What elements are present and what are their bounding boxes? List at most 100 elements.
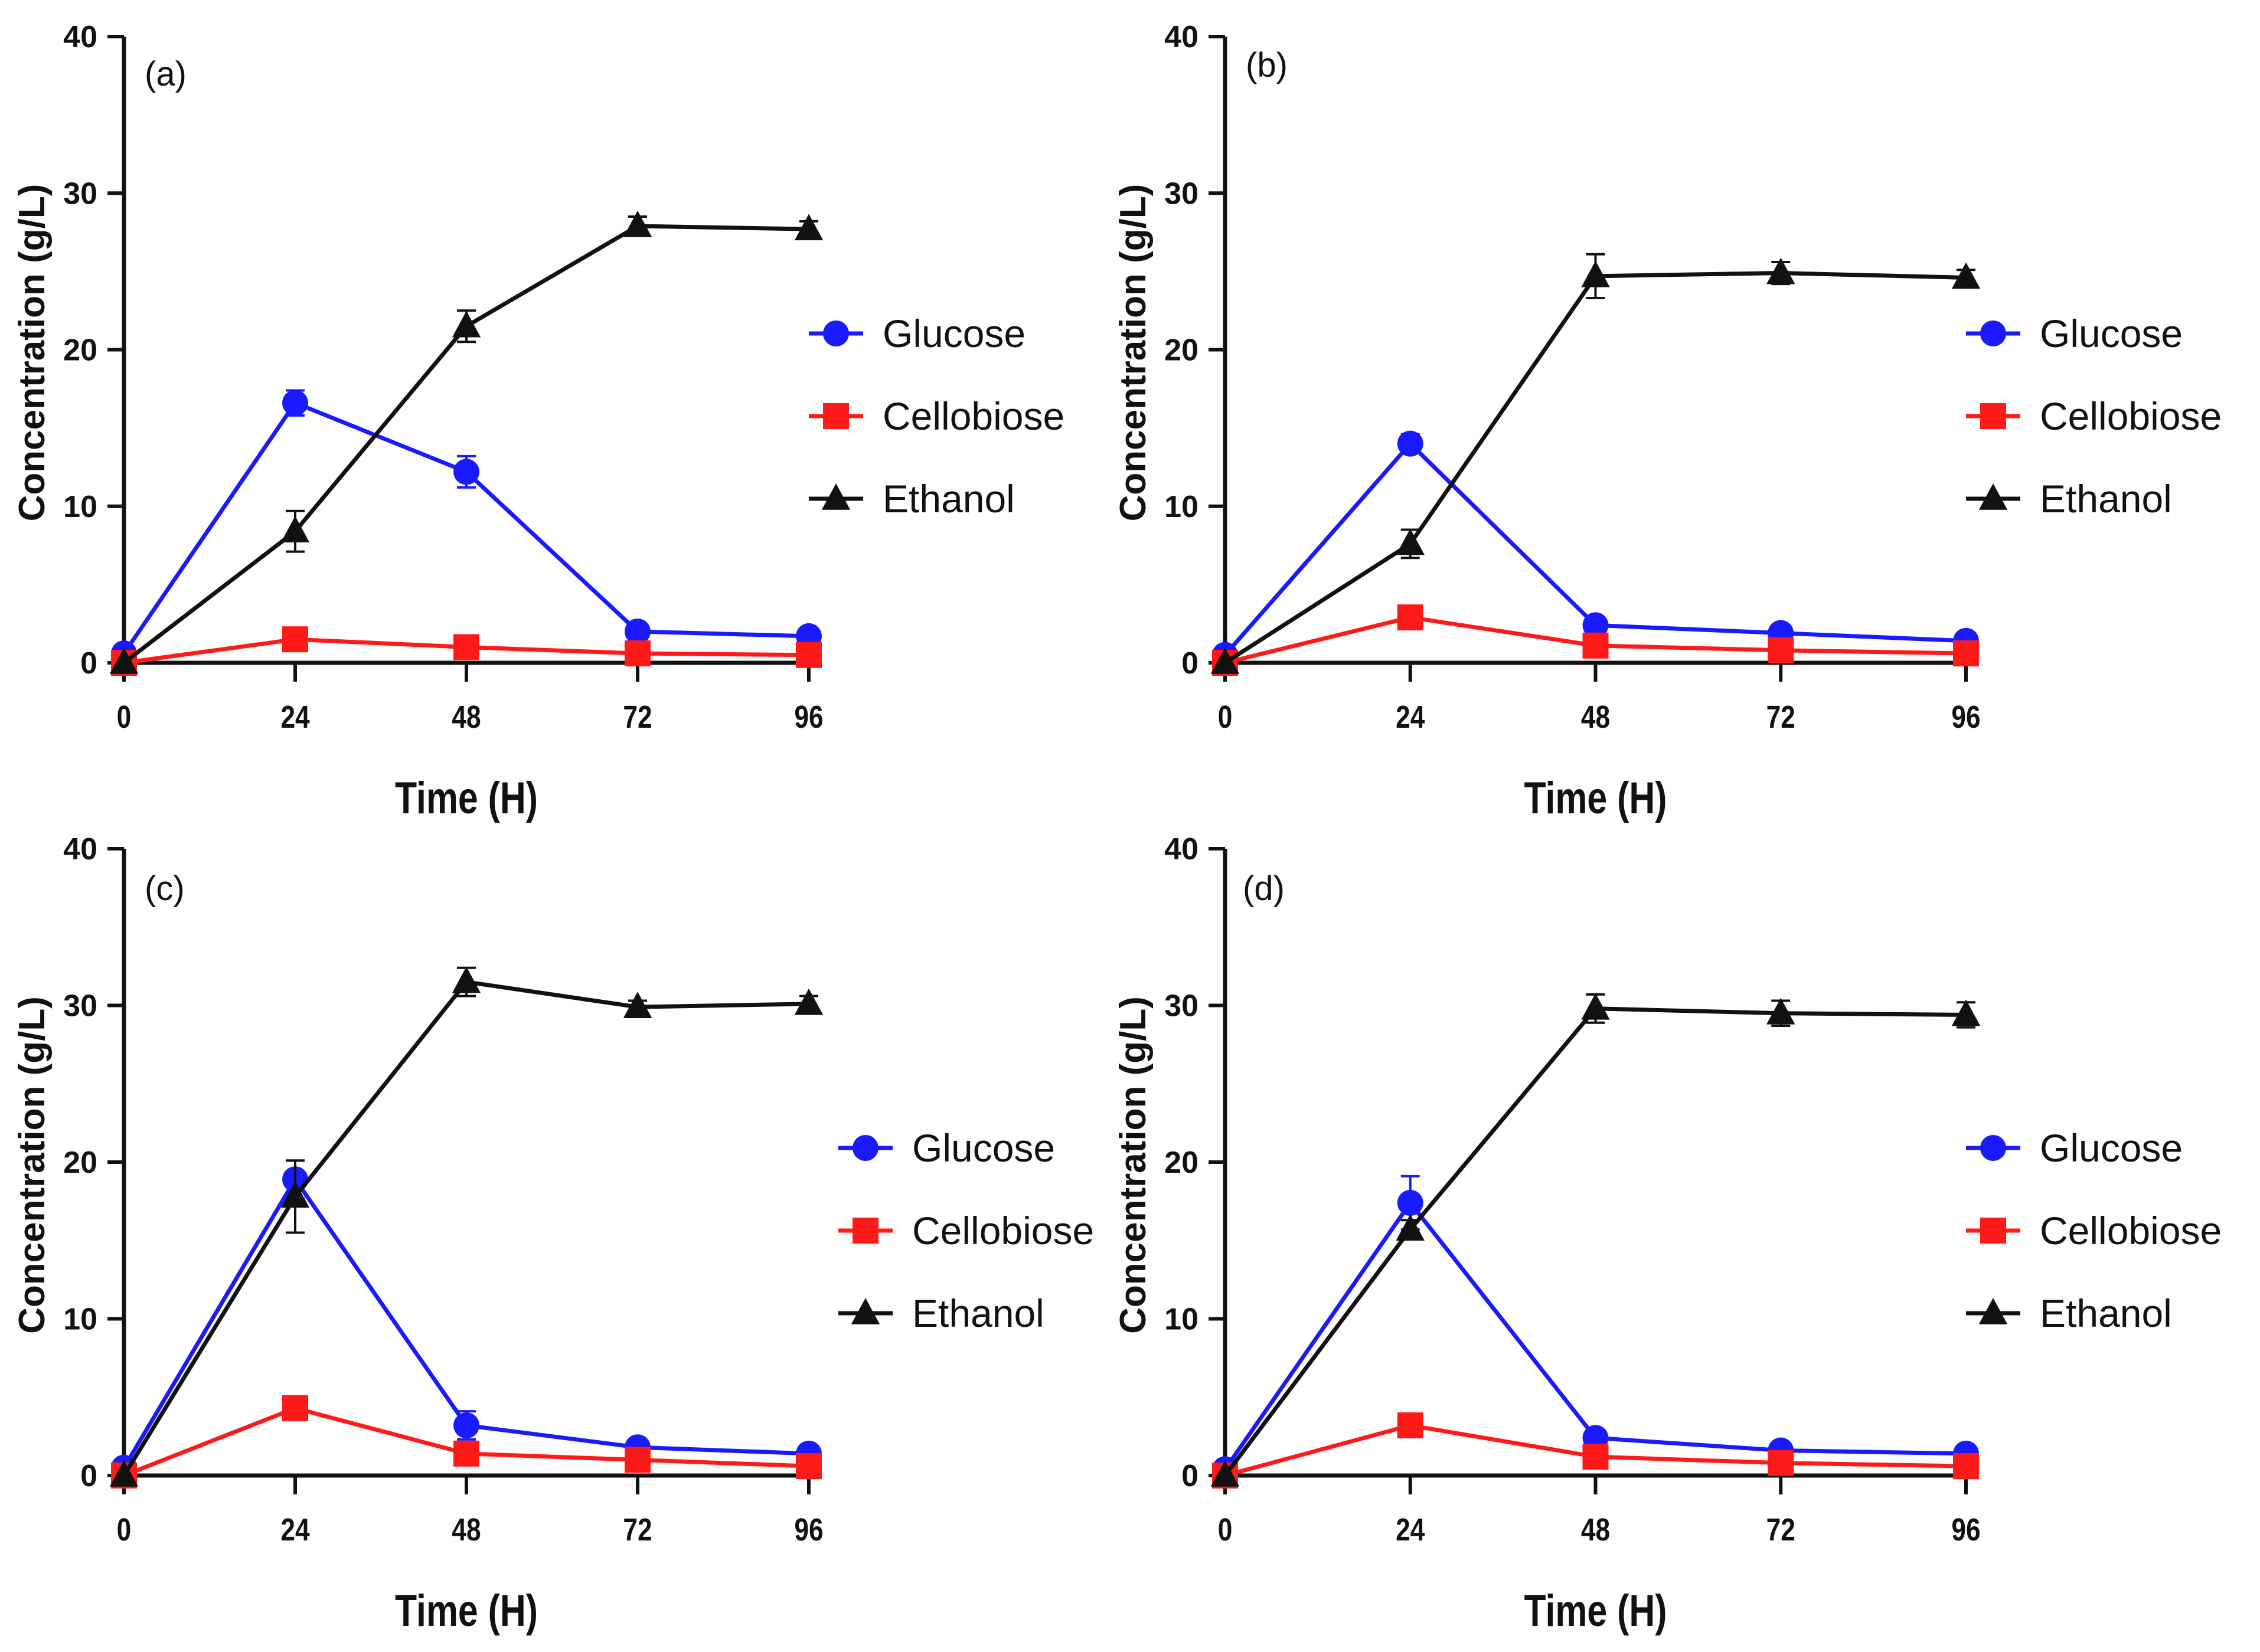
x-tick-label: 48: [452, 1512, 481, 1548]
x-tick-label: 72: [1766, 699, 1795, 735]
data-point: [1581, 993, 1610, 1020]
x-tick-label: 72: [1766, 1512, 1795, 1548]
data-point: [794, 988, 824, 1015]
data-point: [1766, 997, 1795, 1025]
legend-marker: [823, 320, 849, 346]
series-ethanol: [109, 966, 824, 1487]
legend-label: Glucose: [883, 312, 1026, 355]
x-tick-label: 24: [280, 1512, 310, 1548]
y-tick-label: 0: [80, 1459, 97, 1493]
legend-marker: [1980, 1218, 2006, 1244]
data-point: [1582, 1444, 1609, 1470]
series-ethanol: [109, 211, 824, 674]
y-axis-title: Concentration (g/L): [1113, 996, 1154, 1334]
data-point: [280, 516, 310, 542]
data-point: [280, 1181, 310, 1208]
y-tick-label: 40: [1164, 832, 1198, 866]
x-tick-label: 72: [623, 1512, 652, 1548]
data-point: [1953, 1453, 1979, 1480]
panel-label: (c): [145, 869, 185, 908]
y-tick-label: 20: [63, 1146, 97, 1180]
chart-panel-2: 0 10 20 30 40 0 24 48 72 96 Time (H) Concentration …: [12, 832, 1094, 1636]
panel-label: (d): [1243, 869, 1285, 908]
y-axis-title: Concentration (g/L): [1113, 184, 1154, 522]
x-axis-title: Time (H): [1524, 1586, 1667, 1636]
legend: Glucose Cellobiose Ethanol: [838, 1126, 1094, 1335]
x-axis-title: Time (H): [395, 1586, 538, 1636]
y-tick-label: 10: [1164, 1303, 1198, 1337]
y-tick-label: 0: [80, 646, 97, 681]
legend-marker: [823, 403, 849, 429]
data-point: [623, 992, 652, 1018]
y-tick-label: 10: [63, 1303, 97, 1337]
x-tick-label: 0: [117, 699, 132, 735]
legend-label: Glucose: [2040, 312, 2183, 355]
legend-marker: [1980, 1135, 2006, 1161]
y-tick-label: 20: [63, 333, 97, 368]
panel-label: (a): [145, 55, 187, 93]
y-tick-label: 0: [1181, 1459, 1198, 1493]
series-ethanol: [1210, 253, 1981, 674]
data-point: [1951, 262, 1981, 289]
data-point: [452, 966, 481, 993]
x-tick-label: 24: [1396, 1512, 1425, 1548]
data-point: [452, 310, 481, 338]
data-point: [1396, 528, 1425, 555]
x-tick-label: 0: [117, 1512, 132, 1548]
data-point: [796, 1453, 822, 1480]
chart-panel-1: 0 10 20 30 40 0 24 48 72 96 Time (H) Concentration …: [1113, 20, 2222, 823]
y-tick-label: 30: [1164, 989, 1198, 1023]
data-point: [1766, 257, 1795, 284]
y-tick-label: 30: [63, 989, 97, 1023]
data-point: [453, 1440, 479, 1467]
y-axis-title: Concentration (g/L): [12, 184, 53, 522]
data-point: [1768, 637, 1794, 663]
legend: Glucose Cellobiose Ethanol: [1966, 312, 2222, 521]
y-tick-label: 30: [63, 176, 97, 211]
series-glucose: [111, 389, 822, 667]
data-point: [1397, 1412, 1423, 1439]
panel-label: (b): [1246, 46, 1288, 84]
legend-label: Ethanol: [883, 477, 1015, 521]
chart-panel-0: 0 10 20 30 40 0 24 48 72 96 Time (H) Concentration …: [12, 20, 1064, 823]
x-tick-label: 96: [1951, 1512, 1980, 1548]
legend-label: Cellobiose: [2040, 1209, 2222, 1252]
series-ethanol: [1210, 993, 1981, 1487]
data-point: [282, 1395, 308, 1421]
x-tick-label: 48: [1581, 1512, 1610, 1548]
data-point: [1397, 430, 1423, 457]
data-point: [1582, 612, 1609, 639]
x-tick-label: 24: [1396, 699, 1425, 735]
legend-marker: [851, 1298, 880, 1324]
y-tick-label: 20: [1164, 333, 1198, 368]
data-point: [796, 642, 822, 668]
y-tick-label: 20: [1164, 1146, 1198, 1180]
data-point: [282, 626, 308, 653]
legend-marker: [1978, 483, 2008, 510]
y-tick-label: 40: [63, 832, 97, 866]
data-point: [1210, 1460, 1240, 1487]
x-tick-label: 96: [794, 699, 823, 735]
series-cellobiose: [111, 1395, 822, 1489]
legend-label: Ethanol: [2040, 477, 2172, 521]
legend-label: Glucose: [912, 1126, 1055, 1170]
data-point: [453, 634, 479, 660]
data-point: [1396, 1214, 1425, 1241]
y-tick-label: 10: [1164, 490, 1198, 524]
x-tick-label: 72: [623, 699, 652, 735]
legend: Glucose Cellobiose Ethanol: [809, 312, 1064, 521]
legend-label: Ethanol: [912, 1291, 1044, 1335]
legend-marker: [1980, 320, 2006, 346]
legend: Glucose Cellobiose Ethanol: [1966, 1126, 2222, 1335]
legend-label: Ethanol: [2040, 1291, 2172, 1335]
legend-marker: [821, 483, 851, 510]
legend-marker: [1980, 403, 2006, 429]
chart-panel-3: 0 10 20 30 40 0 24 48 72 96 Time (H) Concentration …: [1113, 832, 2222, 1636]
legend-label: Cellobiose: [883, 394, 1064, 438]
data-point: [794, 214, 824, 241]
data-point: [1768, 1450, 1794, 1476]
data-point: [1397, 1190, 1423, 1216]
x-tick-label: 96: [794, 1512, 823, 1548]
legend-label: Glucose: [2040, 1126, 2183, 1170]
